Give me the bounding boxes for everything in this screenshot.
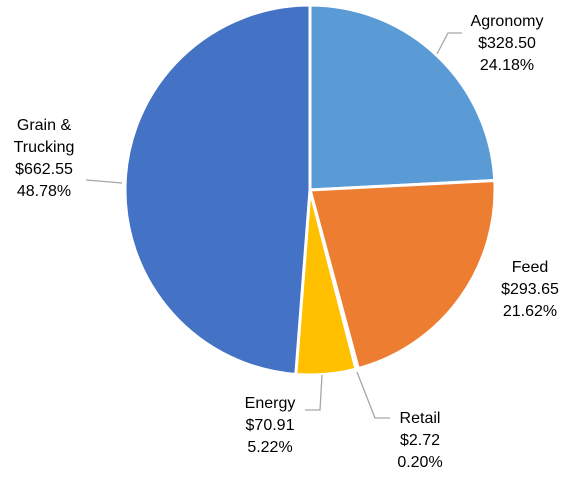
pie-slice <box>123 3 312 376</box>
value-label: $70.91 <box>245 417 295 434</box>
pie-slice <box>308 179 497 371</box>
percent-label: 21.62% <box>502 303 558 320</box>
pie-slice <box>308 3 497 192</box>
category-label: Agronomy <box>470 13 544 30</box>
category-label: Grain & Trucking <box>13 117 75 156</box>
slice-label: Retail $2.72 0.20% <box>380 408 460 474</box>
value-label: $2.72 <box>399 432 441 449</box>
slice-label: Energy $70.91 5.22% <box>230 393 310 459</box>
category-label: Retail <box>399 410 441 427</box>
value-label: $328.50 <box>478 35 536 52</box>
percent-label: 48.78% <box>16 183 72 200</box>
leader-line <box>305 374 323 411</box>
leader-line <box>436 32 462 55</box>
leader-line <box>85 179 123 184</box>
slice-label: Grain & Trucking $662.55 48.78% <box>5 115 83 203</box>
percent-label: 0.20% <box>397 454 443 471</box>
slice-label: Agronomy $328.50 24.18% <box>462 11 552 77</box>
category-label: Feed <box>511 259 549 276</box>
slice-label: Feed $293.65 21.62% <box>485 257 568 323</box>
value-label: $293.65 <box>501 281 559 298</box>
category-label: Energy <box>244 395 296 412</box>
value-label: $662.55 <box>15 161 73 178</box>
percent-label: 24.18% <box>479 57 535 74</box>
leader-line <box>356 371 390 419</box>
percent-label: 5.22% <box>247 439 293 456</box>
